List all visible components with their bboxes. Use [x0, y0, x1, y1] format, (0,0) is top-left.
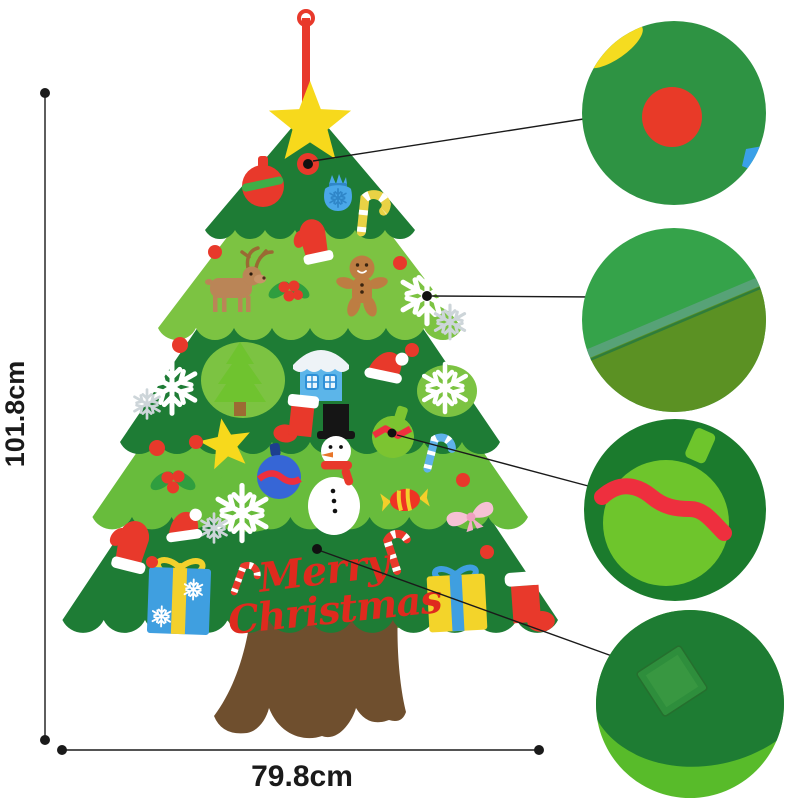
candy-cane-red	[230, 561, 261, 596]
ornament-gingerbread-man	[336, 255, 388, 317]
ornament-snowman	[308, 404, 360, 535]
candy-cane-red	[382, 529, 411, 575]
ornament-santa-hat	[364, 352, 409, 384]
tree-trunk	[214, 606, 406, 739]
candy-cane-yellow	[356, 190, 391, 237]
height-dimension	[40, 88, 50, 745]
ornament-santa-hat	[166, 508, 203, 543]
pompom-dots	[146, 245, 494, 568]
ornament-holly	[268, 280, 310, 302]
callout-dot	[312, 544, 322, 554]
callout-line	[396, 434, 593, 488]
detail-circle-pompom	[582, 21, 766, 205]
ornament-mitten	[293, 219, 334, 265]
dimension-endpoint-dot	[40, 735, 50, 745]
ornament-mitten	[109, 521, 150, 575]
detail-circle-velcro	[596, 610, 784, 798]
dimension-endpoint-dot	[57, 745, 67, 755]
ornament-stocking	[273, 393, 320, 443]
dimension-endpoint-dot	[40, 88, 50, 98]
callout-line	[312, 117, 591, 162]
ornament-stocking	[504, 570, 555, 632]
hanging-loop	[297, 9, 315, 110]
width-dimension-label: 79.8cm	[251, 760, 353, 793]
candy-cane-blue	[423, 433, 456, 473]
dimension-endpoint-dot	[534, 745, 544, 755]
ornament-house	[293, 350, 349, 401]
ornament-candy	[380, 488, 430, 512]
ornament-reindeer	[205, 246, 274, 312]
callout-dot	[387, 428, 397, 438]
width-dimension	[57, 745, 544, 755]
ornament-bauble-blue	[256, 443, 302, 499]
detail-circle-bauble	[584, 419, 766, 601]
gift-box-yellow	[426, 564, 488, 633]
callout-dot	[422, 291, 432, 301]
callout-lines	[312, 117, 613, 657]
ornament-bow	[446, 501, 494, 533]
callout-line	[431, 295, 597, 298]
gift-bag-ornament	[324, 174, 352, 211]
height-dimension-label: 101.8cm	[0, 361, 30, 468]
callout-line	[320, 550, 613, 657]
detail-circle-felt-edge	[582, 228, 766, 412]
callout-dots	[303, 159, 432, 554]
ornament-holly	[150, 470, 196, 494]
callout-dot	[303, 159, 313, 169]
ornament-bauble-red	[241, 156, 284, 207]
gift-box-blue	[146, 557, 212, 635]
ornament-mini-tree	[214, 342, 266, 416]
snowflake-ornament	[59, 481, 98, 519]
